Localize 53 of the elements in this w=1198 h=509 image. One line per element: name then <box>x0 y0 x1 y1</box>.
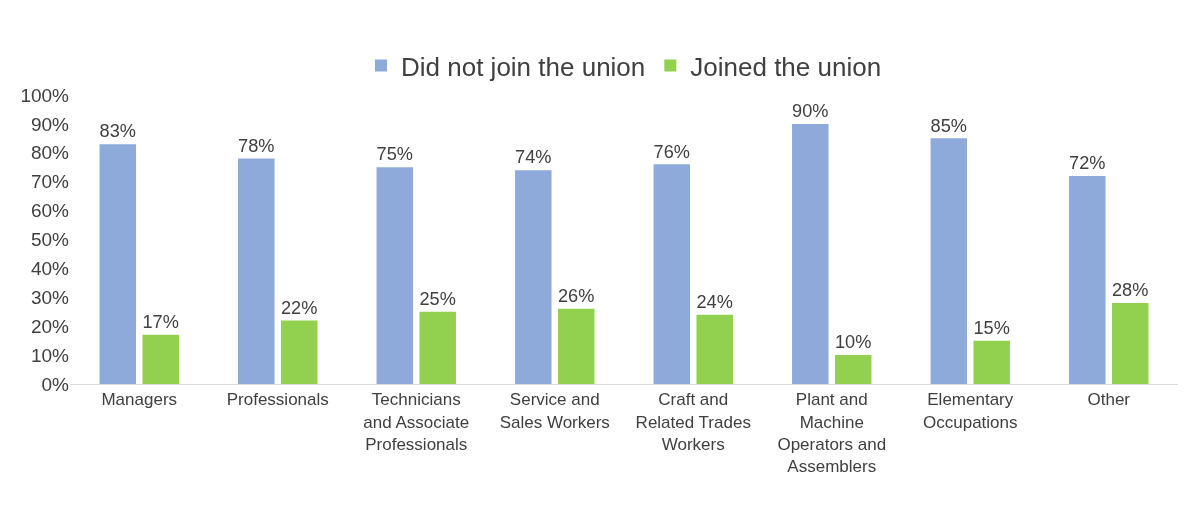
data-label: 10% <box>834 332 872 353</box>
bar <box>696 314 733 384</box>
y-tick-label: 40% <box>30 258 70 280</box>
data-label: 83% <box>99 121 136 142</box>
bar <box>99 144 137 384</box>
data-label: 85% <box>930 115 967 136</box>
bar <box>238 158 275 384</box>
bar <box>142 334 179 384</box>
bar <box>515 170 552 384</box>
x-tick-label: Professionals <box>226 390 329 410</box>
data-label: 15% <box>973 317 1010 338</box>
x-tick-label: Plant and Machine Operators and Assemblers <box>777 390 887 476</box>
bar <box>653 164 691 384</box>
x-tick-label: Craft and Related Trades Workers <box>635 390 751 454</box>
y-tick-label: 30% <box>30 286 70 308</box>
y-tick-label: 70% <box>30 171 70 193</box>
bar <box>376 167 414 384</box>
bar <box>1111 303 1149 384</box>
data-label: 25% <box>419 288 456 309</box>
y-tick-label: 10% <box>30 344 70 366</box>
data-label: 74% <box>515 147 552 168</box>
data-label: 76% <box>653 141 690 162</box>
legend-label: Joined the union <box>690 51 882 82</box>
bar <box>557 308 595 384</box>
y-tick-label: 0% <box>41 373 70 395</box>
y-tick-label: 50% <box>30 229 70 251</box>
x-tick-label: Elementary Occupations <box>923 390 1018 432</box>
y-tick-label: 20% <box>30 315 70 337</box>
data-label: 17% <box>142 312 179 333</box>
data-label: 26% <box>557 286 595 307</box>
data-label: 72% <box>1069 153 1106 174</box>
bar <box>792 123 829 384</box>
legend-label: Did not join the union <box>401 51 646 82</box>
data-label: 28% <box>1111 280 1149 301</box>
bar <box>834 355 872 384</box>
data-label: 24% <box>696 291 733 312</box>
bar <box>930 138 968 384</box>
data-label: 22% <box>280 297 318 318</box>
bar <box>280 320 318 384</box>
x-tick-label: Service and Sales Workers <box>499 390 610 432</box>
x-tick-label: Technicians and Associate Professionals <box>363 390 470 454</box>
bar <box>1069 175 1106 384</box>
data-label: 78% <box>238 135 275 156</box>
data-label: 75% <box>376 144 413 165</box>
x-tick-label: Other <box>1087 390 1131 410</box>
y-tick-label: 80% <box>30 142 70 164</box>
y-tick-label: 100% <box>20 84 70 106</box>
data-label: 90% <box>792 101 829 122</box>
bar <box>973 340 1010 384</box>
bar <box>419 311 456 384</box>
y-tick-label: 60% <box>30 200 70 222</box>
x-tick-label: Managers <box>101 390 178 410</box>
y-tick-label: 90% <box>30 113 70 135</box>
